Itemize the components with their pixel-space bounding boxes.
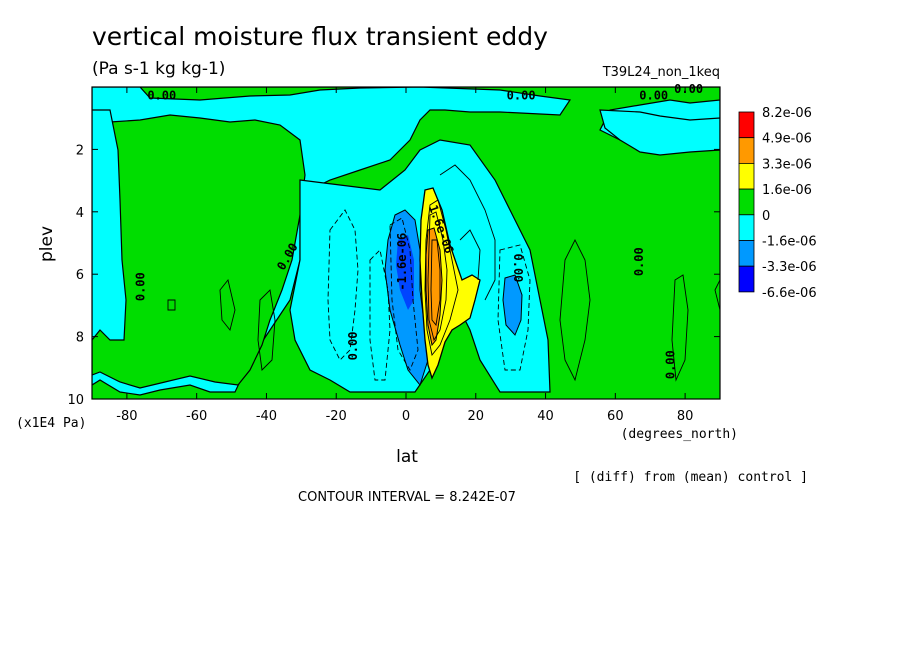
x-tick-label: 40 <box>537 409 554 424</box>
x-tick-label: -80 <box>116 409 137 424</box>
contour-label: 0.00 <box>507 88 536 102</box>
chart-title: vertical moisture flux transient eddy <box>92 22 548 51</box>
y-axis-label: plev <box>37 226 57 262</box>
run-label: T39L24_non_1keq <box>602 65 720 80</box>
x-axis-unit: (degrees_north) <box>621 427 738 442</box>
chart-subtitle: (Pa s-1 kg kg-1) <box>92 59 225 79</box>
contour-label: 0.00 <box>664 350 678 379</box>
y-tick-label: 6 <box>76 268 84 283</box>
legend-swatch <box>738 240 755 267</box>
y-tick-label: 2 <box>76 143 84 158</box>
contour-label: 0.00 <box>511 254 525 283</box>
legend-level-label: 4.9e-06 <box>762 132 812 147</box>
contour-label: 0.00 <box>147 88 176 102</box>
x-axis: -80 -60 -40 -20 0 20 40 60 80 <box>116 87 693 424</box>
x-tick-label: -60 <box>186 409 207 424</box>
legend-swatch <box>738 111 755 139</box>
contour-label: 0.00 <box>632 247 646 276</box>
legend-level-label: 1.6e-06 <box>762 183 812 198</box>
legend-swatch <box>738 188 755 216</box>
field-region-blue <box>502 274 523 336</box>
legend-swatch <box>738 214 755 241</box>
x-axis-label: lat <box>396 447 418 467</box>
field-region-darkblue <box>396 235 414 310</box>
negative-contours <box>327 209 531 381</box>
contour-label: 0.00 <box>346 332 360 361</box>
y-axis-unit: (x1E4 Pa) <box>16 416 86 431</box>
legend-level-label: -3.3e-06 <box>762 260 817 275</box>
y-axis: 2 4 6 8 10 <box>67 143 720 408</box>
x-tick-label: 20 <box>468 409 485 424</box>
x-tick-label: 0 <box>402 409 410 424</box>
x-tick-label: 60 <box>607 409 624 424</box>
contour-label: 0.00 <box>133 272 147 301</box>
positive-contours <box>167 164 720 382</box>
legend-swatch <box>738 265 755 293</box>
field-region-cyan <box>599 109 720 156</box>
legend-swatch <box>738 162 755 190</box>
y-tick-label: 4 <box>76 206 84 221</box>
field-region-cyan <box>92 109 127 341</box>
x-tick-label: 80 <box>677 409 694 424</box>
legend-level-label: 3.3e-06 <box>762 157 812 172</box>
y-tick-label: 8 <box>76 331 84 346</box>
contour-label: -1.6e-06 <box>395 233 409 291</box>
legend-swatch <box>738 137 755 164</box>
legend-level-label: 8.2e-06 <box>762 106 812 121</box>
plot-area <box>92 87 720 399</box>
contour-label: 0.00 <box>639 88 668 102</box>
diff-note: [ (diff) from (mean) control ] <box>573 470 808 485</box>
legend-level-label: 0 <box>762 209 770 224</box>
x-tick-label: -20 <box>326 409 347 424</box>
x-tick-label: -40 <box>256 409 277 424</box>
contour-interval: CONTOUR INTERVAL = 8.242E-07 <box>298 490 516 505</box>
field-region-green <box>92 114 306 389</box>
legend-level-label: -6.6e-06 <box>762 286 817 301</box>
contour-label: 0.00 <box>674 82 703 96</box>
y-tick-label: 10 <box>67 393 84 408</box>
field-region-orange <box>425 227 443 347</box>
color-legend: 8.2e-06 4.9e-06 3.3e-06 1.6e-06 0 -1.6e-06 -3.… <box>738 106 817 301</box>
legend-level-label: -1.6e-06 <box>762 235 817 250</box>
